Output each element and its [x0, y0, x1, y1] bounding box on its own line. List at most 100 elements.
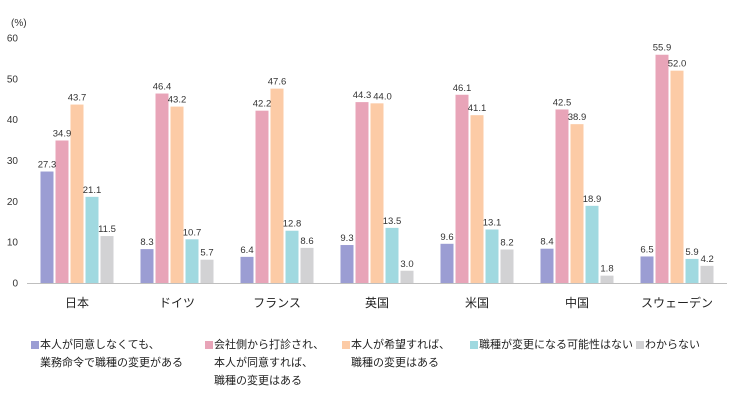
- bar: [600, 275, 614, 283]
- y-tick-label: 60: [7, 34, 19, 45]
- bar-chart: (%) 0 10 20 30 40 50 60 27.3 34.9 43.7 21.1 11.5 8.…: [7, 18, 727, 310]
- data-label: 38.9: [568, 112, 587, 123]
- y-tick-label: 50: [7, 74, 19, 85]
- bar: [655, 54, 669, 283]
- data-label: 4.2: [701, 254, 714, 265]
- data-label: 3.0: [400, 259, 413, 270]
- data-label: 44.0: [373, 91, 392, 102]
- legend-item: 本人が同意しなくても、 業務命令で職種の変更がある: [31, 336, 183, 372]
- bar: [340, 245, 354, 283]
- data-label: 5.9: [685, 247, 698, 258]
- x-tick-label: スウェーデン: [641, 295, 713, 310]
- legend-item: わからない: [636, 336, 700, 354]
- data-label: 11.5: [98, 224, 116, 235]
- data-label: 1.8: [600, 264, 613, 275]
- data-label: 55.9: [653, 43, 672, 54]
- x-tick-label: 日本: [65, 296, 89, 310]
- bar: [685, 258, 699, 283]
- bar: [155, 93, 169, 284]
- legend-swatch: [636, 341, 644, 349]
- bar: [85, 196, 99, 283]
- legend-swatch: [205, 341, 213, 349]
- data-label: 46.4: [153, 82, 172, 93]
- data-label: 6.4: [240, 245, 253, 256]
- bar: [285, 230, 299, 283]
- y-axis-unit-label: (%): [11, 18, 27, 29]
- data-label: 34.9: [53, 128, 72, 139]
- x-tick-label: 英国: [365, 296, 389, 310]
- data-label: 8.6: [300, 236, 313, 247]
- data-label: 9.3: [340, 233, 353, 244]
- bar: [470, 115, 484, 283]
- bar: [485, 229, 499, 283]
- legend-label: 職種が変更になる可能性はない: [479, 339, 633, 351]
- data-label: 47.6: [268, 77, 287, 88]
- data-label: 9.6: [440, 232, 453, 243]
- bar: [300, 247, 314, 283]
- bar: [355, 102, 369, 283]
- y-tick-label: 0: [12, 279, 18, 290]
- bar: [185, 239, 199, 283]
- data-label: 43.2: [168, 95, 187, 106]
- data-label: 8.4: [540, 237, 553, 248]
- data-label: 42.2: [253, 99, 272, 110]
- legend-item: 本人が希望すれば、 職種の変更はある: [342, 336, 450, 372]
- x-axis-categories: 日本 ドイツ フランス 英国 米国 中国 スウェーデン: [65, 295, 713, 310]
- bar: [385, 227, 399, 283]
- bar: [500, 249, 514, 283]
- bar: [585, 205, 599, 283]
- y-tick-label: 10: [7, 238, 19, 249]
- data-label: 21.1: [83, 185, 102, 196]
- bar: [40, 171, 54, 283]
- bars-layer: [40, 54, 714, 284]
- y-tick-label: 40: [7, 115, 19, 126]
- data-label: 42.5: [553, 97, 572, 108]
- bar: [555, 109, 569, 283]
- bar: [100, 236, 114, 283]
- y-tick-label: 20: [7, 197, 19, 208]
- bar: [55, 140, 69, 283]
- bar: [455, 94, 469, 283]
- data-label: 6.5: [640, 244, 653, 255]
- data-label: 8.2: [500, 238, 513, 249]
- legend-item: 職種が変更になる可能性はない: [470, 336, 633, 354]
- bar: [170, 106, 184, 283]
- data-label: 18.9: [583, 194, 602, 205]
- data-label: 13.5: [383, 216, 402, 227]
- data-label: 43.7: [68, 93, 87, 104]
- x-tick-label: 米国: [465, 296, 489, 310]
- x-tick-label: 中国: [565, 295, 589, 310]
- bar: [400, 270, 414, 283]
- bar: [255, 110, 269, 283]
- legend-swatch: [470, 341, 478, 349]
- bar: [570, 124, 584, 284]
- data-label: 41.1: [468, 103, 487, 114]
- bar: [700, 265, 714, 283]
- data-label: 46.1: [453, 83, 472, 94]
- x-tick-label: ドイツ: [159, 296, 195, 310]
- bar: [540, 248, 554, 283]
- bar: [270, 88, 284, 283]
- data-label: 52.0: [668, 59, 687, 70]
- data-label: 12.8: [283, 219, 302, 230]
- bar: [370, 103, 384, 283]
- bar: [140, 249, 154, 283]
- legend-swatch: [31, 341, 39, 349]
- bar: [240, 256, 254, 283]
- data-labels-layer: 27.3 34.9 43.7 21.1 11.5 8.3 46.4 43.2 10.7 5.7 6.…: [38, 43, 714, 275]
- legend-label: 本人が同意しなくても、 業務命令で職種の変更がある: [40, 339, 183, 369]
- bar: [670, 70, 684, 284]
- bar: [70, 104, 84, 283]
- bar: [640, 256, 654, 283]
- legend-swatch: [342, 341, 350, 349]
- y-axis-ticks: 0 10 20 30 40 50 60: [7, 34, 19, 290]
- data-label: 5.7: [200, 248, 213, 259]
- x-tick-label: フランス: [253, 296, 301, 310]
- legend-label: 本人が希望すれば、 職種の変更はある: [351, 339, 450, 369]
- legend-label: 会社側から打診され、 本人が同意すれば、 職種の変更はある: [214, 339, 325, 387]
- data-label: 27.3: [38, 160, 57, 171]
- legend-item: 会社側から打診され、 本人が同意すれば、 職種の変更はある: [205, 336, 324, 390]
- data-label: 44.3: [353, 90, 372, 101]
- data-label: 10.7: [183, 227, 202, 238]
- legend: 本人が同意しなくても、 業務命令で職種の変更がある 会社側から打診され、 本人が同…: [0, 336, 735, 406]
